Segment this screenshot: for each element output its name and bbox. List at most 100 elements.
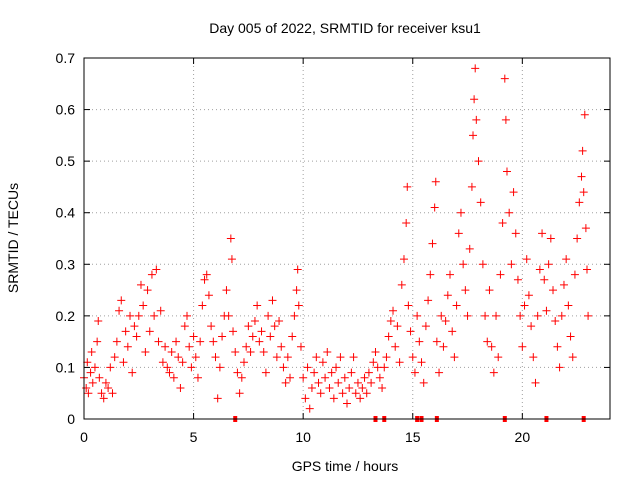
data-point xyxy=(542,306,551,315)
data-point xyxy=(200,275,209,284)
data-point xyxy=(132,332,141,341)
data-point xyxy=(299,373,308,382)
data-point xyxy=(270,322,279,331)
y-axis-label: SRMTID / TECUs xyxy=(5,183,21,293)
y-tick-label: 0.1 xyxy=(56,359,76,375)
data-point xyxy=(172,337,181,346)
data-point xyxy=(549,286,558,295)
data-point xyxy=(161,342,170,351)
data-point xyxy=(417,358,426,367)
data-point xyxy=(316,389,325,398)
data-point xyxy=(202,270,211,279)
data-point xyxy=(362,389,371,398)
data-point xyxy=(307,384,316,393)
data-point xyxy=(450,353,459,362)
data-point xyxy=(121,327,130,336)
data-point xyxy=(430,203,439,212)
data-point xyxy=(467,182,476,191)
data-point xyxy=(402,219,411,228)
scatter-points xyxy=(80,64,593,413)
data-point xyxy=(403,182,412,191)
data-point xyxy=(239,358,248,367)
data-point xyxy=(101,378,110,387)
data-point xyxy=(233,368,242,377)
data-point xyxy=(520,301,529,310)
data-point xyxy=(119,358,128,367)
data-point xyxy=(533,311,542,320)
data-point xyxy=(268,296,277,305)
data-point xyxy=(570,270,579,279)
data-point xyxy=(94,317,103,326)
data-point xyxy=(553,342,562,351)
data-point xyxy=(198,301,207,310)
data-point xyxy=(378,384,387,393)
data-point xyxy=(343,399,351,408)
data-point xyxy=(428,239,437,248)
data-point xyxy=(406,327,415,336)
data-point xyxy=(516,311,525,320)
data-point xyxy=(145,327,154,336)
data-point xyxy=(336,353,345,362)
y-tick-label: 0 xyxy=(67,411,75,427)
data-point xyxy=(578,146,587,155)
data-point xyxy=(130,322,139,331)
x-axis-label: GPS time / hours xyxy=(292,458,399,474)
data-point xyxy=(246,347,255,356)
data-point xyxy=(557,311,566,320)
data-point xyxy=(540,275,549,284)
data-point xyxy=(112,337,121,346)
data-point xyxy=(189,332,198,341)
data-point xyxy=(518,342,527,351)
data-point xyxy=(489,368,498,377)
data-point xyxy=(154,337,163,346)
data-point xyxy=(562,255,571,264)
data-point xyxy=(117,296,126,305)
data-point xyxy=(498,219,507,228)
data-point xyxy=(283,353,292,362)
data-point xyxy=(325,384,334,393)
data-point xyxy=(535,265,544,274)
data-point xyxy=(524,291,533,300)
data-point xyxy=(461,286,470,295)
data-point xyxy=(544,260,553,269)
data-point xyxy=(478,260,487,269)
data-point xyxy=(492,311,501,320)
data-point xyxy=(382,353,391,362)
data-point xyxy=(128,368,137,377)
data-point xyxy=(481,311,490,320)
data-point xyxy=(257,327,266,336)
data-point xyxy=(456,208,465,217)
data-point xyxy=(415,337,424,346)
data-point xyxy=(454,229,463,238)
data-point xyxy=(485,286,494,295)
data-point xyxy=(522,255,531,264)
data-point xyxy=(371,347,380,356)
data-point xyxy=(332,363,341,372)
data-point xyxy=(211,353,220,362)
data-point xyxy=(437,311,446,320)
data-point xyxy=(494,353,503,362)
data-point xyxy=(150,311,159,320)
data-point xyxy=(293,265,302,274)
data-point xyxy=(369,358,378,367)
data-point xyxy=(272,353,281,362)
data-point xyxy=(87,347,96,356)
data-point xyxy=(106,363,115,372)
data-point xyxy=(277,342,286,351)
data-point xyxy=(496,270,505,279)
data-point xyxy=(139,301,148,310)
data-point xyxy=(568,353,577,362)
data-point xyxy=(156,306,165,315)
data-point xyxy=(136,280,145,289)
data-point xyxy=(305,404,314,413)
data-point xyxy=(281,378,290,387)
data-point xyxy=(218,332,227,341)
data-point xyxy=(559,280,568,289)
data-point xyxy=(367,378,376,387)
data-point xyxy=(459,260,468,269)
data-point xyxy=(487,342,496,351)
data-point xyxy=(564,301,573,310)
data-point xyxy=(538,229,547,238)
data-point xyxy=(123,342,132,351)
data-point xyxy=(375,373,384,382)
